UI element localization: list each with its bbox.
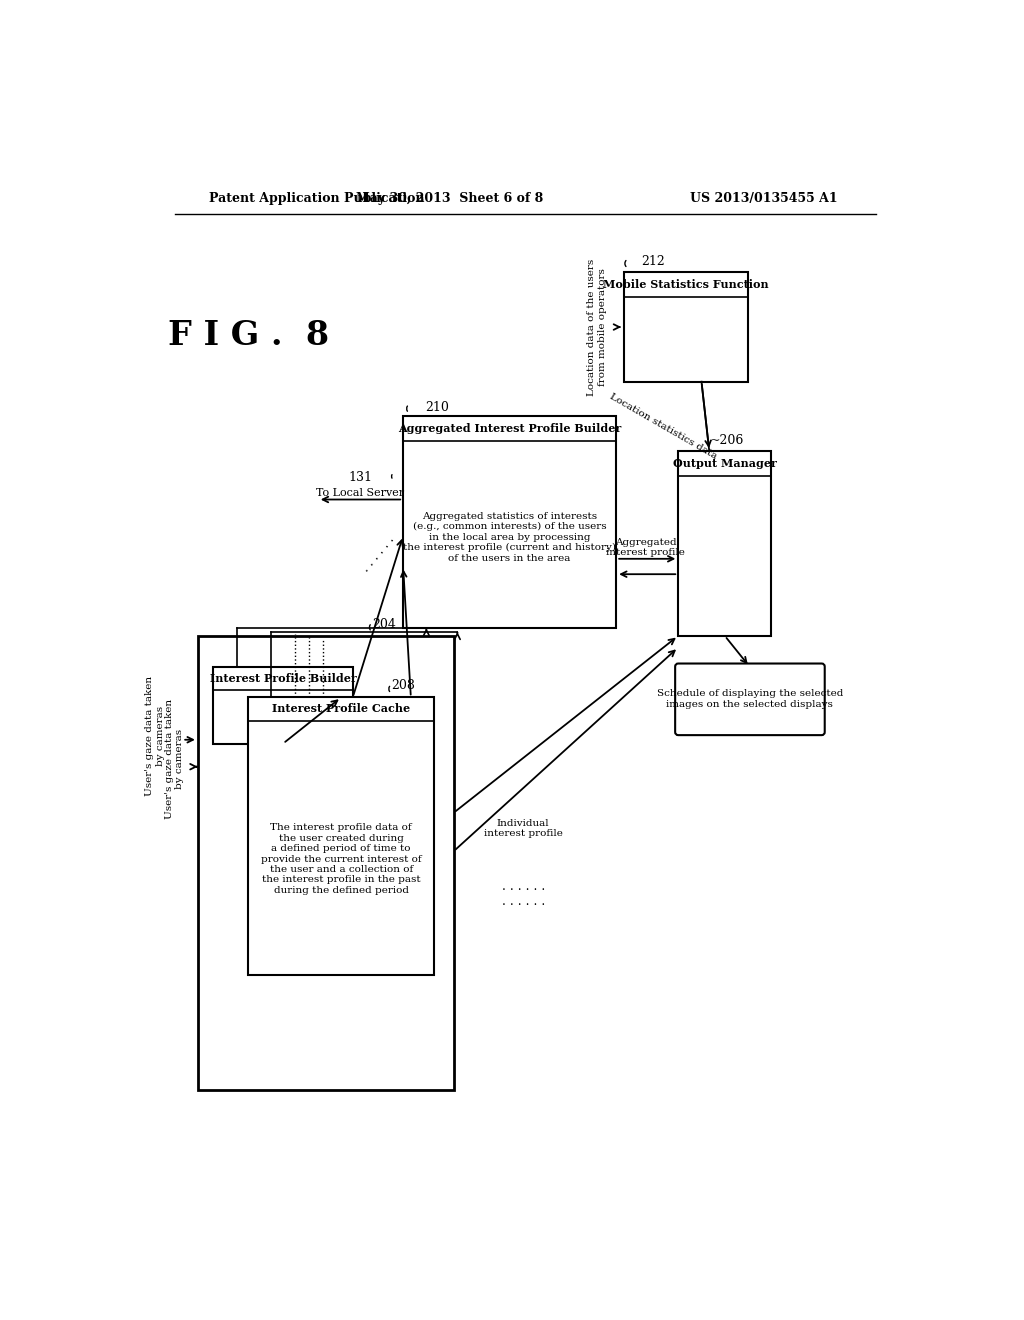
Text: · · · · · ·
· · · · · ·: · · · · · · · · · · · · — [502, 883, 545, 912]
Text: User's gaze data taken
by cameras: User's gaze data taken by cameras — [145, 676, 165, 796]
Bar — [248, 697, 434, 974]
Text: · · · · · ·: · · · · · · — [362, 536, 400, 577]
Text: Patent Application Publication: Patent Application Publication — [209, 191, 425, 205]
Text: Aggregated statistics of interests
(e.g., common interests) of the users
in the : Aggregated statistics of interests (e.g.… — [403, 512, 616, 562]
Bar — [198, 636, 454, 1090]
Text: May 30, 2013  Sheet 6 of 8: May 30, 2013 Sheet 6 of 8 — [356, 191, 544, 205]
Text: Location data of the users
from mobile operators: Location data of the users from mobile o… — [587, 259, 606, 396]
Text: US 2013/0135455 A1: US 2013/0135455 A1 — [690, 191, 838, 205]
Text: Mobile Statistics Function: Mobile Statistics Function — [603, 280, 769, 290]
Bar — [624, 272, 748, 381]
Text: Location statistics data: Location statistics data — [607, 392, 718, 461]
Text: 204: 204 — [372, 618, 396, 631]
Text: Schedule of displaying the selected
images on the selected displays: Schedule of displaying the selected imag… — [656, 689, 843, 709]
Text: Interest Profile Builder: Interest Profile Builder — [210, 673, 356, 684]
FancyBboxPatch shape — [675, 664, 824, 735]
Text: 212: 212 — [641, 255, 665, 268]
Text: 208: 208 — [391, 680, 416, 693]
Text: F I G .  8: F I G . 8 — [168, 319, 329, 352]
Text: Aggregated Interest Profile Builder: Aggregated Interest Profile Builder — [398, 424, 622, 434]
Text: 131: 131 — [348, 471, 373, 484]
Bar — [403, 416, 616, 628]
Text: The interest profile data of
the user created during
a defined period of time to: The interest profile data of the user cr… — [261, 824, 422, 895]
Text: Interest Profile Cache: Interest Profile Cache — [272, 704, 411, 714]
Text: To Local Server: To Local Server — [316, 488, 404, 499]
Bar — [678, 451, 771, 636]
Text: Output Manager: Output Manager — [673, 458, 776, 469]
Bar — [213, 667, 352, 743]
Text: 210: 210 — [425, 400, 449, 413]
Text: ~206: ~206 — [710, 434, 743, 446]
Text: Aggregated
interest profile: Aggregated interest profile — [606, 537, 685, 557]
Text: Individual
interest profile: Individual interest profile — [483, 818, 562, 838]
Text: User's gaze data taken
by cameras: User's gaze data taken by cameras — [165, 698, 184, 820]
